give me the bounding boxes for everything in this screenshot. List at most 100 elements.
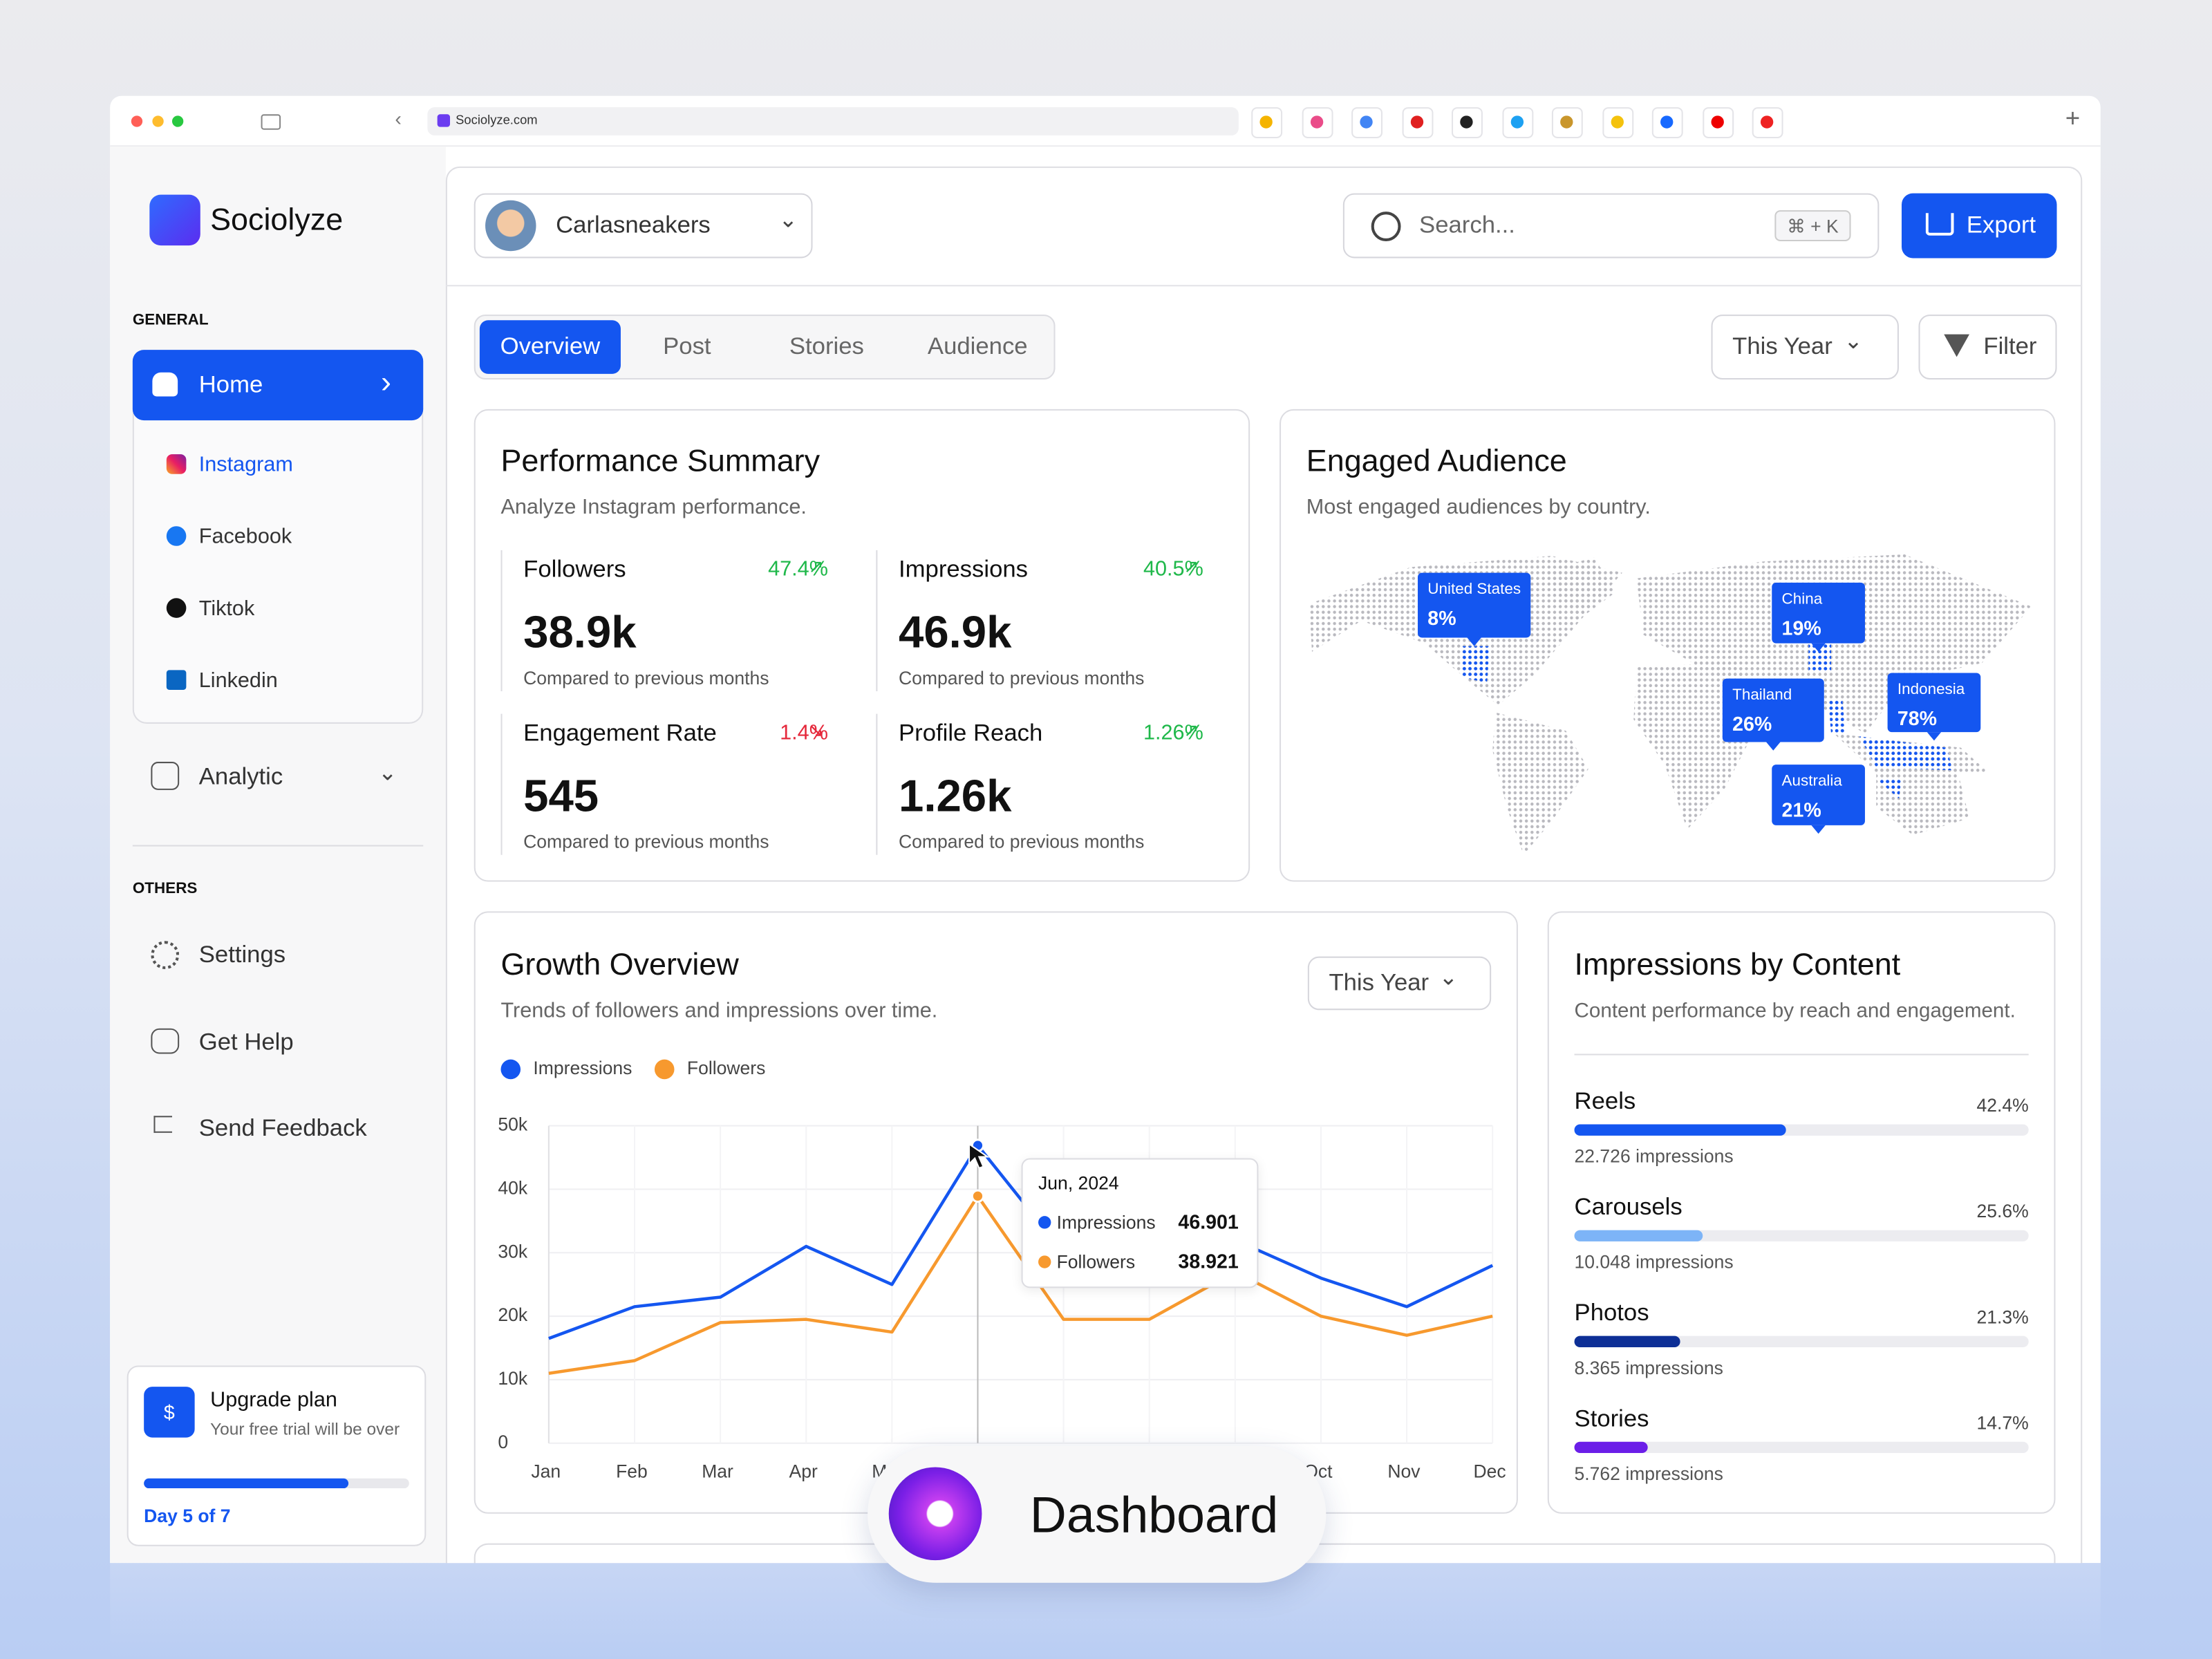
chart-period-select[interactable] bbox=[1307, 956, 1492, 1011]
card-subtitle: Most engaged audiences by country. bbox=[1306, 495, 1651, 520]
extension-icon[interactable] bbox=[1752, 107, 1783, 138]
section-label: OTHERS bbox=[132, 880, 198, 897]
content-card bbox=[1547, 911, 2056, 1514]
tab[interactable]: Audience bbox=[927, 332, 1028, 360]
nav-item[interactable]: Analytic bbox=[198, 763, 283, 790]
nav-item[interactable]: Send Feedback bbox=[198, 1114, 367, 1142]
back-button[interactable]: ‹ bbox=[395, 107, 402, 130]
tooltip-value: 46.901 bbox=[1178, 1210, 1239, 1233]
maximize-dot[interactable] bbox=[171, 115, 184, 127]
stat-arrow: ↗ bbox=[1183, 719, 1199, 741]
content-track bbox=[1574, 1335, 2029, 1347]
stat-divider bbox=[876, 713, 878, 855]
stat-change: 47.4% bbox=[768, 557, 828, 581]
content-share: 25.6% bbox=[1976, 1200, 2029, 1222]
extension-glyph bbox=[1360, 115, 1373, 129]
stat-label: Profile Reach bbox=[899, 719, 1043, 747]
minimize-dot[interactable] bbox=[152, 115, 164, 127]
nav-item[interactable]: Tiktok bbox=[198, 597, 255, 621]
stat-arrow: ↘ bbox=[808, 719, 824, 741]
extension-icon[interactable] bbox=[1501, 107, 1533, 138]
pin-pointer bbox=[1927, 732, 1942, 741]
country-name: Thailand bbox=[1732, 686, 1792, 704]
sidebar-toggle[interactable] bbox=[261, 114, 281, 130]
nav-item[interactable]: Instagram bbox=[198, 453, 293, 477]
chart-period-chevron: ⌄ bbox=[1438, 966, 1458, 991]
upgrade-card bbox=[126, 1365, 427, 1546]
card-title: Impressions by Content bbox=[1574, 946, 1901, 982]
content-bar bbox=[1574, 1441, 1648, 1454]
content-track bbox=[1574, 1441, 2029, 1454]
country-pin[interactable] bbox=[1887, 673, 1981, 733]
content-bar bbox=[1574, 1335, 1681, 1347]
nav-item[interactable]: Linkedin bbox=[198, 668, 278, 693]
stat-change: 1.4% bbox=[780, 720, 828, 745]
stat-note: Compared to previous months bbox=[523, 831, 769, 852]
tab[interactable]: Post bbox=[663, 332, 711, 360]
card-subtitle: Content performance by reach and engagem… bbox=[1574, 1000, 2016, 1023]
stat-value: 1.26k bbox=[899, 770, 1012, 821]
filter-label: Filter bbox=[1983, 332, 2037, 360]
extension-glyph bbox=[1309, 115, 1323, 129]
extension-glyph bbox=[1409, 115, 1423, 129]
url-bar[interactable] bbox=[427, 107, 1239, 135]
legend-label: Impressions bbox=[533, 1058, 632, 1078]
country-share: 19% bbox=[1781, 616, 1821, 639]
country-pin[interactable] bbox=[1772, 582, 1865, 644]
country-pin[interactable] bbox=[1772, 765, 1865, 825]
tooltip-dot bbox=[1038, 1216, 1051, 1229]
nav-item[interactable]: Get Help bbox=[198, 1028, 294, 1056]
filter-button[interactable] bbox=[1918, 315, 2057, 379]
tooltip-dot bbox=[1038, 1255, 1051, 1268]
card-title: Growth Overview bbox=[500, 946, 739, 982]
country-name: China bbox=[1781, 591, 1823, 608]
x-tick-label: Dec bbox=[1474, 1461, 1506, 1482]
nav-item[interactable]: Settings bbox=[198, 941, 286, 968]
tab[interactable]: Overview bbox=[500, 332, 601, 360]
stat-value: 38.9k bbox=[523, 606, 637, 658]
stat-note: Compared to previous months bbox=[899, 667, 1145, 688]
extension-glyph bbox=[1710, 115, 1723, 129]
home-button[interactable] bbox=[132, 350, 424, 421]
tooltip-name: Impressions bbox=[1056, 1212, 1156, 1233]
country-share: 8% bbox=[1427, 606, 1456, 630]
close-dot[interactable] bbox=[131, 115, 143, 127]
performance-card bbox=[474, 409, 1250, 882]
growth-card bbox=[474, 911, 1518, 1514]
legend-swatch bbox=[500, 1059, 521, 1080]
pin-pointer bbox=[1811, 643, 1826, 652]
active-tab[interactable] bbox=[479, 320, 621, 374]
y-tick-label: 0 bbox=[498, 1432, 508, 1452]
stat-note: Compared to previous months bbox=[523, 667, 769, 688]
new-tab[interactable]: + bbox=[2065, 104, 2081, 133]
stat-note: Compared to previous months bbox=[899, 831, 1145, 852]
pin-pointer bbox=[1811, 825, 1826, 834]
extension-glyph bbox=[1510, 115, 1524, 129]
x-tick-label: Feb bbox=[616, 1461, 648, 1482]
tab[interactable]: Stories bbox=[789, 332, 864, 360]
country-pin[interactable] bbox=[1418, 572, 1531, 638]
shortcut: ⌘ + K bbox=[1774, 210, 1851, 241]
feedback-icon bbox=[153, 1116, 172, 1133]
stat-arrow: ↗ bbox=[808, 556, 824, 577]
card-subtitle: Trends of followers and impressions over… bbox=[500, 998, 938, 1023]
avatar bbox=[485, 200, 536, 252]
upgrade-icon: $ bbox=[144, 1387, 195, 1438]
brand-logo bbox=[149, 194, 200, 246]
stat-label: Engagement Rate bbox=[523, 719, 717, 747]
upgrade-text: Your free trial will be over bbox=[210, 1419, 400, 1439]
home-label: Home bbox=[198, 371, 263, 398]
instagram-icon bbox=[166, 454, 187, 474]
card-title: Engaged Audience bbox=[1306, 442, 1567, 478]
search-placeholder: Search... bbox=[1419, 212, 1515, 238]
nav-item[interactable]: Facebook bbox=[198, 525, 292, 549]
period-select[interactable] bbox=[1711, 315, 1899, 379]
extension-glyph bbox=[1259, 115, 1273, 129]
section-label: GENERAL bbox=[132, 312, 209, 329]
search-icon bbox=[1371, 212, 1401, 241]
highlighted-regions bbox=[1461, 643, 1953, 799]
legend-swatch bbox=[654, 1059, 675, 1080]
country-pin[interactable] bbox=[1722, 678, 1824, 742]
extension-icon[interactable] bbox=[1602, 107, 1633, 138]
filter-icon bbox=[1944, 334, 1969, 357]
